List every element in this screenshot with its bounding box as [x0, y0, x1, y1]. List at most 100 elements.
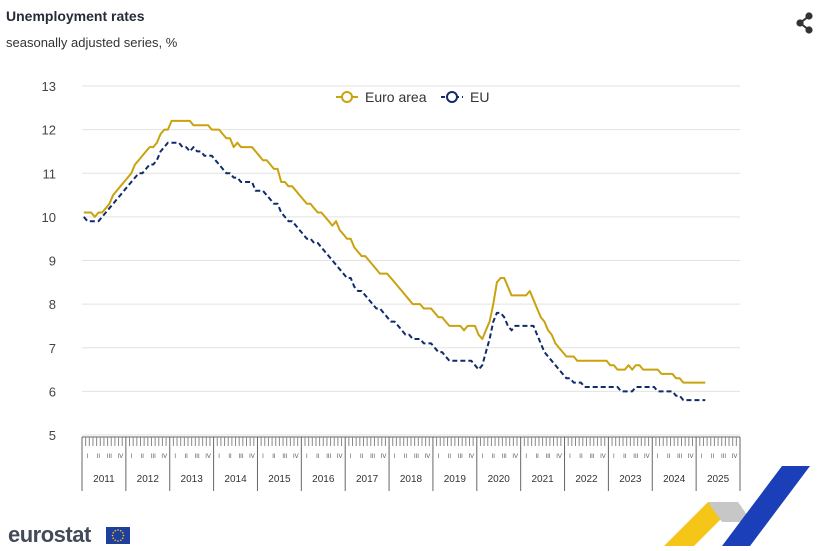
y-tick-label: 13 — [42, 79, 56, 94]
year-tick-label: 2015 — [268, 474, 291, 485]
year-tick-label: 2012 — [137, 474, 160, 485]
quarter-tick-label: I — [394, 454, 396, 460]
flag-star — [119, 529, 122, 532]
flag-star — [121, 531, 124, 534]
quarter-tick-label: III — [282, 454, 287, 460]
chart-title: Unemployment rates — [6, 8, 145, 24]
quarter-tick-label: II — [360, 454, 364, 460]
flag-star — [114, 529, 117, 532]
y-tick-label: 12 — [42, 123, 56, 138]
y-tick-label: 8 — [49, 297, 56, 312]
flag-star — [122, 534, 125, 537]
quarter-tick-label: IV — [205, 454, 211, 460]
quarter-tick-label: IV — [644, 454, 650, 460]
year-tick-label: 2014 — [224, 474, 247, 485]
year-tick-label: 2019 — [444, 474, 467, 485]
legend-item-eu[interactable]: EU — [441, 89, 489, 105]
quarter-tick-label: II — [448, 454, 452, 460]
y-tick-label: 11 — [43, 166, 57, 181]
quarter-tick-label: III — [589, 454, 594, 460]
quarter-tick-label: III — [458, 454, 463, 460]
year-tick-label: 2020 — [488, 474, 511, 485]
quarter-tick-label: I — [438, 454, 440, 460]
quarter-tick-label: III — [721, 454, 726, 460]
legend-item-euro-area[interactable]: Euro area — [336, 89, 427, 105]
quarter-tick-label: II — [535, 454, 539, 460]
year-tick-label: 2025 — [707, 474, 730, 485]
legend[interactable]: Euro area EU — [336, 89, 489, 105]
quarter-tick-label: II — [228, 454, 232, 460]
quarter-tick-label: I — [350, 454, 352, 460]
series-line-eu[interactable] — [83, 141, 706, 402]
flag-star — [121, 537, 124, 540]
flag-star — [111, 534, 114, 537]
quarter-tick-label: I — [174, 454, 176, 460]
logo-text: eurostat — [8, 522, 91, 547]
quarter-tick-label: III — [546, 454, 551, 460]
y-tick-label: 10 — [42, 210, 56, 225]
quarter-tick-label: III — [239, 454, 244, 460]
share-icon[interactable] — [792, 10, 818, 36]
quarter-tick-label: IV — [161, 454, 167, 460]
quarter-tick-label: I — [262, 454, 264, 460]
quarter-tick-label: III — [677, 454, 682, 460]
quarter-tick-label: I — [87, 454, 89, 460]
quarter-tick-label: I — [525, 454, 527, 460]
quarter-tick-label: I — [657, 454, 659, 460]
year-tick-label: 2022 — [575, 474, 598, 485]
quarter-tick-label: III — [502, 454, 507, 460]
flag-star — [112, 537, 115, 540]
year-tick-label: 2013 — [181, 474, 204, 485]
chart-subtitle: seasonally adjusted series, % — [6, 35, 178, 50]
series-lines — [83, 119, 706, 402]
flag-star — [119, 539, 122, 542]
gridlines — [82, 85, 740, 436]
decorative-arrows — [660, 462, 810, 551]
y-axis: 5 6 7 8 9 10 11 12 13 — [42, 79, 56, 443]
y-tick-label: 6 — [49, 384, 56, 399]
quarter-tick-label: III — [151, 454, 156, 460]
quarter-tick-label: II — [667, 454, 671, 460]
quarter-tick-label: II — [579, 454, 583, 460]
legend-marker — [341, 91, 353, 103]
quarter-tick-label: IV — [732, 454, 738, 460]
quarter-tick-label: II — [272, 454, 276, 460]
quarter-tick-label: IV — [468, 454, 474, 460]
quarter-tick-label: II — [185, 454, 189, 460]
quarter-tick-label: IV — [512, 454, 518, 460]
quarter-tick-label: II — [141, 454, 145, 460]
quarter-tick-label: IV — [425, 454, 431, 460]
quarter-tick-label: I — [569, 454, 571, 460]
quarter-tick-label: III — [326, 454, 331, 460]
quarter-tick-label: III — [195, 454, 200, 460]
quarter-tick-label: IV — [556, 454, 562, 460]
quarter-tick-label: III — [633, 454, 638, 460]
flag-star — [117, 529, 119, 531]
quarter-tick-label: II — [492, 454, 496, 460]
quarter-tick-label: I — [701, 454, 703, 460]
quarter-tick-label: III — [370, 454, 375, 460]
quarter-tick-label: IV — [293, 454, 299, 460]
quarter-tick-label: IV — [381, 454, 387, 460]
quarter-tick-label: II — [711, 454, 715, 460]
legend-label: EU — [470, 89, 489, 105]
flag-star — [112, 531, 115, 534]
year-tick-label: 2021 — [531, 474, 554, 485]
year-tick-label: 2016 — [312, 474, 335, 485]
quarter-tick-label: IV — [249, 454, 255, 460]
quarter-tick-label: I — [613, 454, 615, 460]
eu-flag-icon — [106, 527, 130, 549]
quarter-tick-label: I — [131, 454, 133, 460]
year-tick-label: 2011 — [93, 474, 115, 485]
quarter-tick-label: II — [97, 454, 101, 460]
flag-star — [114, 539, 117, 542]
y-tick-label: 9 — [49, 254, 56, 269]
quarter-tick-label: IV — [118, 454, 124, 460]
quarter-tick-label: II — [404, 454, 408, 460]
series-line-euro-area[interactable] — [83, 119, 706, 384]
y-tick-label: 5 — [49, 428, 56, 443]
year-tick-label: 2023 — [619, 474, 642, 485]
quarter-tick-label: I — [306, 454, 308, 460]
